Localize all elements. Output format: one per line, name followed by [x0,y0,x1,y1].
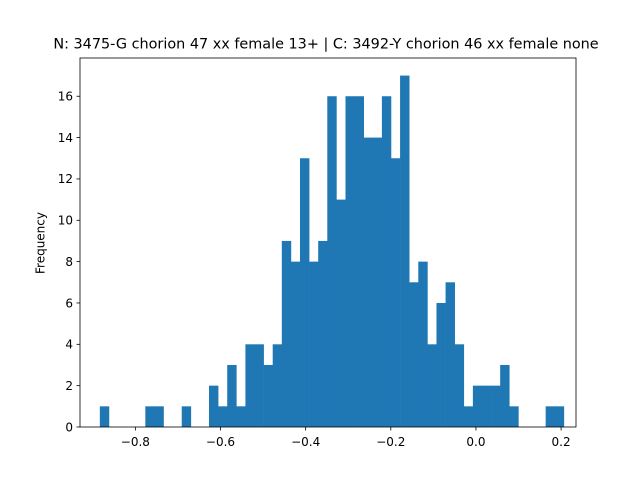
histogram-bar [254,344,264,427]
histogram-bar [181,406,192,427]
histogram-bars [99,75,565,428]
histogram-bar [245,344,255,427]
histogram-bar [409,282,419,427]
y-tick-label: 8 [65,255,73,269]
histogram-bar [500,364,510,427]
x-tick-label: −0.4 [291,435,320,449]
y-tick-label: 12 [58,172,73,186]
histogram-bar [463,406,474,427]
histogram-bar [336,199,346,427]
y-tick-label: 16 [58,90,73,104]
histogram-bar [236,406,246,427]
histogram-bar [491,385,501,427]
x-tick-label: −0.8 [121,435,150,449]
histogram-bar [281,240,292,427]
histogram-bar [472,385,483,427]
y-axis-label: Frequency [34,212,48,274]
x-tick-label: −0.6 [206,435,235,449]
histogram-bar [436,302,446,427]
y-tick-label: 6 [65,296,73,310]
x-tick-label: 0.0 [466,435,485,449]
histogram-bar [454,344,465,427]
histogram-bar [372,137,383,427]
histogram-bar [218,406,228,427]
plot-frame [79,57,577,428]
y-tick-label: 14 [58,131,73,145]
histogram-bar [381,96,392,427]
histogram-bar [445,282,455,427]
histogram-bar [390,158,401,427]
histogram-bar [318,240,328,427]
x-tick-label: 0.2 [552,435,571,449]
histogram-bar [209,385,219,427]
histogram-bar [263,364,274,427]
histogram-bar [227,364,237,427]
histogram-bar [554,406,565,427]
histogram-bar [290,261,301,427]
histogram-bar [145,406,155,427]
y-axis-ticks: 0 2 4 6 8 10 12 14 16 [58,90,80,434]
chart-title: N: 3475-G chorion 47 xx female 13+ | C: … [53,37,598,53]
histogram-bar [509,406,519,427]
y-tick-label: 0 [65,420,73,434]
x-axis-ticks: −0.8 −0.6 −0.4 −0.2 0.0 0.2 [121,427,571,449]
histogram-bar [427,344,437,427]
histogram-bar [99,406,110,427]
histogram-bar [363,137,374,427]
x-tick-label: −0.2 [376,435,405,449]
histogram-bar [154,406,164,427]
y-tick-label: 2 [65,379,73,393]
histogram-bar [309,261,319,427]
histogram-bar [345,96,355,427]
histogram-bar [400,75,410,428]
histogram-bar [300,158,310,427]
histogram-bar [354,96,364,427]
histogram-bar [327,96,337,427]
histogram-bar [418,261,428,427]
histogram-bar [481,385,492,427]
y-tick-label: 10 [58,214,73,228]
y-tick-label: 4 [65,338,73,352]
histogram-bar [272,344,283,427]
histogram-bar [545,406,556,427]
